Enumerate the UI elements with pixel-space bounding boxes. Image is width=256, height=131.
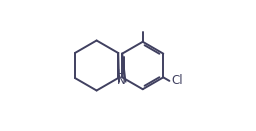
Text: N: N: [117, 74, 126, 87]
Text: Cl: Cl: [171, 74, 183, 87]
Text: H: H: [117, 68, 126, 81]
